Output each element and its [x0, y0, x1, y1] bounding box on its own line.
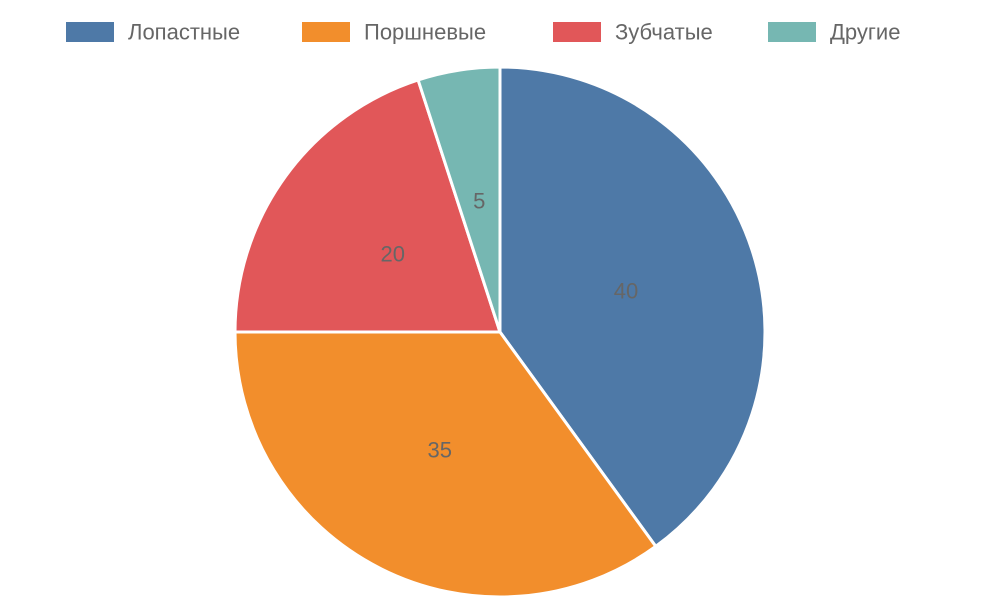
- legend-item[interactable]: Зубчатые: [553, 20, 713, 45]
- legend-swatch: [302, 22, 350, 42]
- pie-slice[interactable]: [498, 65, 767, 548]
- pie-slices: [233, 65, 767, 599]
- slice-value-label: 40: [614, 279, 638, 304]
- legend-swatch: [553, 22, 601, 42]
- legend-label: Другие: [830, 20, 900, 45]
- legend-swatch: [66, 22, 114, 42]
- legend-item[interactable]: Лопастные: [66, 20, 240, 45]
- legend-item[interactable]: Поршневые: [302, 20, 486, 45]
- slice-value-label: 5: [473, 189, 485, 214]
- pie-slice[interactable]: [416, 65, 502, 334]
- slice-value-label: 35: [428, 438, 452, 463]
- legend-item[interactable]: Другие: [768, 20, 900, 45]
- chart-legend: Лопастные Поршневые Зубчатые Другие: [66, 20, 900, 45]
- slice-value-label: 20: [381, 242, 405, 267]
- legend-label: Зубчатые: [615, 20, 713, 45]
- legend-label: Лопастные: [128, 20, 240, 45]
- slice-labels: 40 35 20 5: [381, 189, 639, 463]
- pie-slice[interactable]: [233, 78, 502, 334]
- legend-swatch: [768, 22, 816, 42]
- legend-label: Поршневые: [364, 20, 486, 45]
- pie-slice[interactable]: [233, 330, 658, 599]
